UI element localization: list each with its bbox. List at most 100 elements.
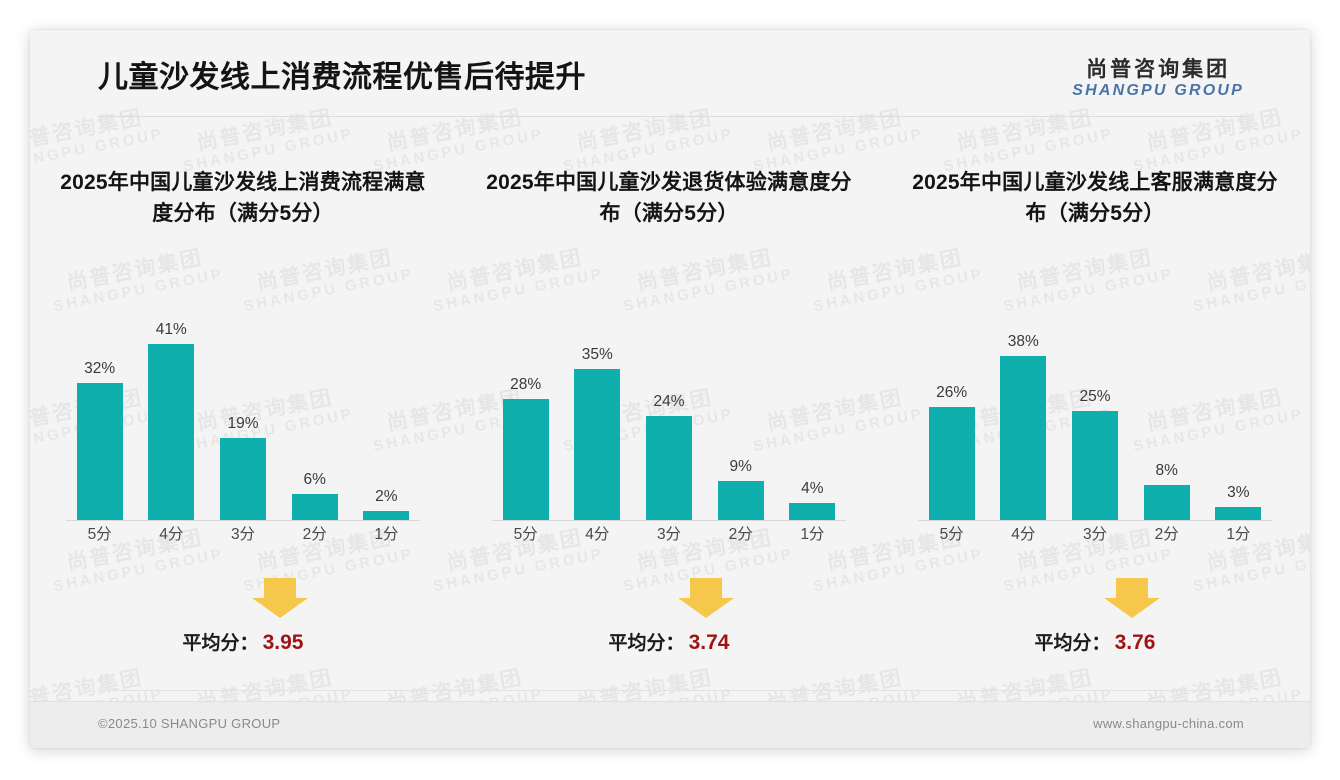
header-divider: [98, 116, 1246, 117]
chart-panel-3: 2025年中国儿童沙发线上客服满意度分布（满分5分） 26% 38% 25%: [882, 150, 1308, 670]
bar: [291, 494, 338, 520]
bar-value-label: 3%: [1227, 483, 1250, 501]
x-tick-label: 5分: [513, 526, 538, 543]
bar: [717, 481, 764, 520]
plot-area-3: 26% 38% 25% 8%: [918, 270, 1272, 521]
bar-slot: 35%: [564, 270, 631, 520]
average-score-1: 平均分： 3.95: [183, 628, 304, 655]
bar-value-label: 9%: [729, 457, 752, 475]
average-label: 平均分：: [608, 633, 685, 654]
bar-value-label: 28%: [510, 375, 542, 393]
bar-value-label: 32%: [84, 359, 116, 377]
x-axis-ticks-2: 5分 4分 3分 2分 1分: [492, 522, 846, 544]
x-tick-label: 4分: [585, 526, 610, 543]
chart-title-2: 2025年中国儿童沙发退货体验满意度分布（满分5分）: [486, 171, 852, 225]
x-tick-label: 1分: [800, 526, 825, 543]
slide-header: 儿童沙发线上消费流程优售后待提升 尚普咨询集团 SHANGPU GROUP: [30, 30, 1310, 118]
bar-slot: 26%: [918, 270, 985, 520]
average-value: 3.74: [688, 631, 730, 654]
chart-title-3: 2025年中国儿童沙发线上客服满意度分布（满分5分）: [912, 171, 1278, 225]
x-tick-label: 1分: [1226, 526, 1251, 543]
bar-value-label: 38%: [1007, 332, 1039, 350]
bar: [76, 383, 123, 520]
bar-value-label: 35%: [581, 345, 613, 363]
bar: [928, 407, 975, 520]
average-block-1: 平均分： 3.95: [30, 578, 456, 655]
x-tick-label: 3分: [1082, 526, 1108, 543]
logo-english-text: SHANGPU GROUP: [1072, 81, 1244, 99]
bar-chart-2: 28% 35% 24% 9%: [474, 270, 864, 560]
bar: [1072, 411, 1118, 520]
average-label: 平均分：: [1034, 633, 1111, 654]
bar-value-label: 4%: [801, 479, 824, 497]
bar-slot: 32%: [66, 270, 133, 520]
plot-area-1: 32% 41% 19% 6%: [66, 270, 420, 521]
average-value: 3.95: [262, 631, 304, 654]
bar-slot: 9%: [707, 270, 774, 520]
footnote-divider: [98, 690, 1246, 691]
x-tick-label: 3分: [230, 526, 256, 543]
chart-title-1: 2025年中国儿童沙发线上消费流程满意度分布（满分5分）: [60, 171, 426, 225]
x-axis-ticks-3: 5分 4分 3分 2分 1分: [918, 522, 1272, 544]
average-block-2: 平均分： 3.74: [456, 578, 882, 655]
bar: [646, 416, 692, 520]
chart-panel-1: 2025年中国儿童沙发线上消费流程满意度分布（满分5分） 32% 41% 19%: [30, 150, 456, 670]
bar-slot: 2%: [353, 270, 420, 520]
average-block-3: 平均分： 3.76: [882, 578, 1308, 655]
bar: [789, 503, 836, 520]
bar-value-label: 2%: [375, 487, 398, 505]
bar: [1143, 485, 1190, 520]
x-tick-label: 5分: [87, 526, 112, 543]
slide-footer: ©2025.10 SHANGPU GROUP www.shangpu-china…: [30, 701, 1310, 748]
bar-slot: 8%: [1133, 270, 1200, 520]
x-tick-label: 2分: [728, 526, 753, 543]
bar-chart-3: 26% 38% 25% 8%: [900, 270, 1290, 560]
bar-slot: 38%: [990, 270, 1057, 520]
chart-panel-2: 2025年中国儿童沙发退货体验满意度分布（满分5分） 28% 35% 24%: [456, 150, 882, 670]
x-tick-label: 4分: [159, 526, 184, 543]
bar: [1000, 356, 1047, 520]
bar-value-label: 19%: [227, 414, 259, 432]
average-label: 平均分：: [182, 633, 259, 654]
bar-value-label: 8%: [1155, 461, 1178, 479]
brand-logo: 尚普咨询集团 SHANGPU GROUP: [1072, 58, 1244, 99]
average-value: 3.76: [1114, 631, 1156, 654]
bar-slot: 19%: [209, 270, 276, 520]
bar-value-label: 41%: [155, 320, 187, 338]
charts-container: 2025年中国儿童沙发线上消费流程满意度分布（满分5分） 32% 41% 19%: [30, 150, 1310, 670]
bar-slot: 41%: [138, 270, 205, 520]
bar-value-label: 25%: [1079, 387, 1111, 405]
x-tick-label: 1分: [374, 526, 399, 543]
bar: [502, 399, 549, 520]
bar: [1215, 507, 1262, 520]
bar-slot: 28%: [492, 270, 559, 520]
x-tick-label: 4分: [1011, 526, 1036, 543]
bar: [220, 438, 266, 520]
average-score-3: 平均分： 3.76: [1035, 628, 1156, 655]
bar: [148, 344, 195, 520]
bar-value-label: 24%: [653, 392, 685, 410]
logo-chinese-text: 尚普咨询集团: [1086, 58, 1231, 81]
page-title: 儿童沙发线上消费流程优售后待提升: [98, 61, 586, 94]
average-score-2: 平均分： 3.74: [609, 628, 730, 655]
bar: [363, 511, 410, 520]
bar-value-label: 6%: [303, 470, 326, 488]
plot-area-2: 28% 35% 24% 9%: [492, 270, 846, 521]
x-axis-ticks-1: 5分 4分 3分 2分 1分: [66, 522, 420, 544]
x-tick-label: 5分: [939, 526, 964, 543]
copyright-text: ©2025.10 SHANGPU GROUP: [98, 716, 281, 731]
bar-slot: 3%: [1205, 270, 1272, 520]
x-tick-label: 2分: [302, 526, 327, 543]
down-arrow-icon: [678, 578, 734, 618]
x-tick-label: 3分: [656, 526, 682, 543]
slide-card: 尚普咨询集团 SHANGPU GROUP 尚普咨询集团 SHANGPU GROUP 尚普…: [30, 30, 1310, 748]
bar-value-label: 26%: [936, 383, 968, 401]
bar-slot: 4%: [779, 270, 846, 520]
bar-slot: 6%: [281, 270, 348, 520]
bar-slot: 25%: [1061, 270, 1128, 520]
bar-slot: 24%: [635, 270, 702, 520]
website-link[interactable]: www.shangpu-china.com: [1093, 716, 1244, 731]
down-arrow-icon: [1104, 578, 1160, 618]
down-arrow-icon: [252, 578, 308, 618]
x-tick-label: 2分: [1154, 526, 1179, 543]
